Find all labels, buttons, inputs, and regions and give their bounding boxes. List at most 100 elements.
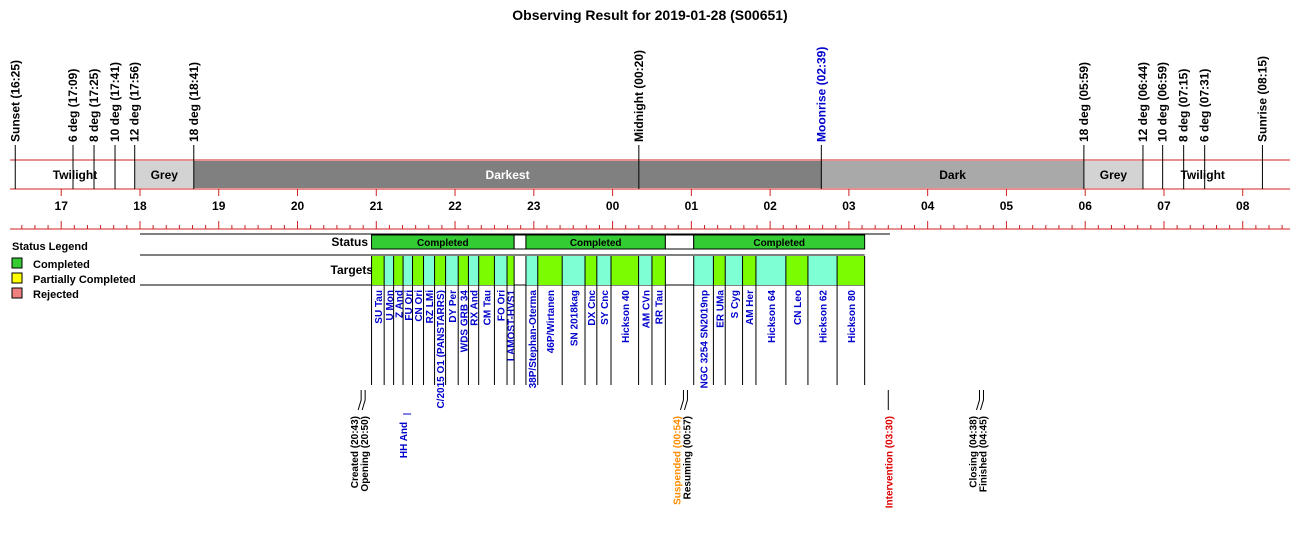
target-block-cn-ori — [412, 256, 424, 285]
event-marker-created-20-43 — [357, 390, 362, 411]
sky-event-label-18-deg-05-59: 18 deg (05:59) — [1077, 62, 1091, 142]
target-label-sn-2018kag: SN 2018kag — [570, 290, 581, 346]
axis-hour-label-05: 05 — [1000, 199, 1014, 213]
target-block-u-mon — [384, 256, 394, 285]
status-block-label-4: Completed — [753, 238, 805, 249]
sky-event-label-6-deg-07-31: 6 deg (07:31) — [1198, 69, 1212, 142]
legend-swatch-rejected — [11, 287, 23, 299]
status-row-label: Status — [331, 235, 368, 249]
target-label-rx-and: RX And — [470, 290, 481, 326]
status-block-label-0: Completed — [417, 238, 469, 249]
sky-event-label-12-deg-17-56: 12 deg (17:56) — [128, 62, 142, 142]
legend-label-completed: Completed — [33, 259, 90, 271]
sky-event-label-10-deg-06-59: 10 deg (06:59) — [1156, 62, 1170, 142]
event-marker-closing-04-38 — [976, 390, 980, 411]
target-block-hickson-40 — [611, 256, 639, 285]
axis-hour-label-07: 07 — [1157, 199, 1171, 213]
sky-band-darkest-2 — [193, 161, 822, 188]
event-label-opening-20-50: Opening (20:50) — [360, 416, 371, 492]
sky-band-label-grey-4: Grey — [1100, 168, 1128, 182]
axis-hour-label-00: 00 — [606, 199, 620, 213]
target-block-fu-ori — [403, 256, 413, 285]
event-label-intervention-03-30: Intervention (03:30) — [884, 416, 895, 508]
target-label-am-her: AM Her — [745, 290, 756, 325]
target-block-am-cvn — [638, 256, 652, 285]
target-block-hickson-80 — [837, 256, 865, 285]
sky-event-label-moonrise-02-39: Moonrise (02:39) — [814, 47, 828, 142]
event-marker-finished-04-45 — [980, 390, 984, 411]
target-label-su-tau: SU Tau — [374, 290, 385, 324]
target-label-dx-cnc: DX Cnc — [587, 290, 598, 326]
target-block-sn-2018kag — [562, 256, 586, 285]
target-label-am-cvn: AM CVn — [641, 290, 652, 328]
axis-hour-label-02: 02 — [763, 199, 777, 213]
target-label-fu-ori: FU Ori — [404, 290, 415, 321]
target-label-cm-tau: CM Tau — [483, 290, 494, 325]
status-row: Status Completed Completed Completed — [140, 233, 890, 250]
sky-event-label-sunset-16-25: Sunset (16:25) — [8, 60, 22, 142]
target-label-wds-grb-34: WDS GRB 34 — [459, 290, 470, 353]
target-block-rz-lmi — [423, 256, 435, 285]
target-block-su-tau — [371, 256, 385, 285]
target-label-er-uma: ER UMa — [715, 290, 726, 328]
event-label-resuming-00-57: Resuming (00:57) — [682, 416, 693, 499]
session-events: Created (20:43) Opening (20:50) Suspended … — [350, 390, 989, 508]
target-label-fo-ori: FO Ori — [497, 290, 508, 321]
target-block-46p-wirtanen — [537, 256, 563, 285]
sky-band-label-twilight-0: Twilight — [53, 168, 97, 182]
event-label-closing-04-38: Closing (04:38) — [968, 416, 979, 488]
sky-band-grey-1 — [134, 161, 194, 188]
sky-event-label-18-deg-18-41: 18 deg (18:41) — [187, 62, 201, 142]
legend-label-partial: Partially Completed — [33, 274, 136, 286]
axis-hour-label-08: 08 — [1236, 199, 1250, 213]
target-label-cn-leo: CN Leo — [793, 290, 804, 325]
target-block-dy-per — [445, 256, 459, 285]
sky-event-markers: Sunset (16:25) 6 deg (17:09) 8 deg (17:25)… — [8, 47, 1269, 189]
target-label-hickson-40: Hickson 40 — [621, 290, 632, 343]
target-label-rz-lmi: RZ LMi — [425, 290, 436, 324]
target-block-dx-cnc — [585, 256, 597, 285]
event-label-suspended-00-54: Suspended (00:54) — [672, 416, 683, 505]
target-label-u-mon: U Mon — [385, 290, 396, 321]
sky-band-label-darkest-2: Darkest — [486, 168, 530, 182]
target-label-s-cyg: S Cyg — [730, 290, 741, 318]
status-block-label-2: Completed — [570, 238, 622, 249]
axis-hour-label-22: 22 — [448, 199, 462, 213]
event-label-finished-04-45: Finished (04:45) — [978, 416, 989, 492]
target-block-lamost-hvs1 — [507, 256, 515, 285]
target-block-hickson-62 — [807, 256, 838, 285]
legend-title: Status Legend — [12, 241, 88, 253]
axis-hour-label-21: 21 — [370, 199, 384, 213]
target-block-fo-ori — [494, 256, 508, 285]
targets-row-label: Targets — [331, 263, 374, 277]
target-label-rr-tau: RR Tau — [655, 290, 666, 324]
legend-swatch-completed — [11, 257, 23, 269]
sky-event-label-12-deg-06-44: 12 deg (06:44) — [1136, 62, 1150, 142]
sky-band-label-grey-1: Grey — [151, 168, 179, 182]
event-marker-opening-20-50 — [361, 390, 366, 411]
sky-band-grey-4 — [1083, 161, 1143, 188]
axis-hour-label-03: 03 — [842, 199, 856, 213]
event-label-created-20-43: Created (20:43) — [350, 416, 361, 488]
target-block-ngc-3254-sn2019np — [693, 256, 714, 285]
target-block-sy-cnc — [596, 256, 612, 285]
sky-event-label-8-deg-07-15: 8 deg (07:15) — [1177, 69, 1191, 142]
target-block-am-her — [742, 256, 756, 285]
sky-event-label-sunrise-08-15: Sunrise (08:15) — [1255, 56, 1269, 142]
target-block-s-cyg — [725, 256, 743, 285]
sky-event-label-8-deg-17-25: 8 deg (17:25) — [87, 69, 101, 142]
target-label-ngc-3254-sn2019np: NGC 3254 SN2019np — [700, 290, 711, 388]
target-label-c-2015-o1-panstarrs: C/2015 O1 (PANSTARRS) — [436, 290, 447, 409]
axis-hour-label-06: 06 — [1079, 199, 1093, 213]
target-label-46p-wirtanen: 46P/Wirtanen — [546, 290, 557, 353]
event-marker-suspended-00-54 — [679, 390, 684, 411]
sky-bands: Twilight Grey Darkest Dark Grey Twilight — [15, 161, 1263, 188]
status-block-completed-4 — [693, 234, 866, 250]
target-block-cn-leo — [785, 256, 808, 285]
chart-title: Observing Result for 2019-01-28 (S00651) — [512, 7, 787, 23]
sky-event-label-6-deg-17-09: 6 deg (17:09) — [66, 69, 80, 142]
target-label-lamost-hvs1: LAMOST-HVS1 — [507, 290, 518, 362]
target-label-sy-cnc: SY Cnc — [600, 290, 611, 325]
